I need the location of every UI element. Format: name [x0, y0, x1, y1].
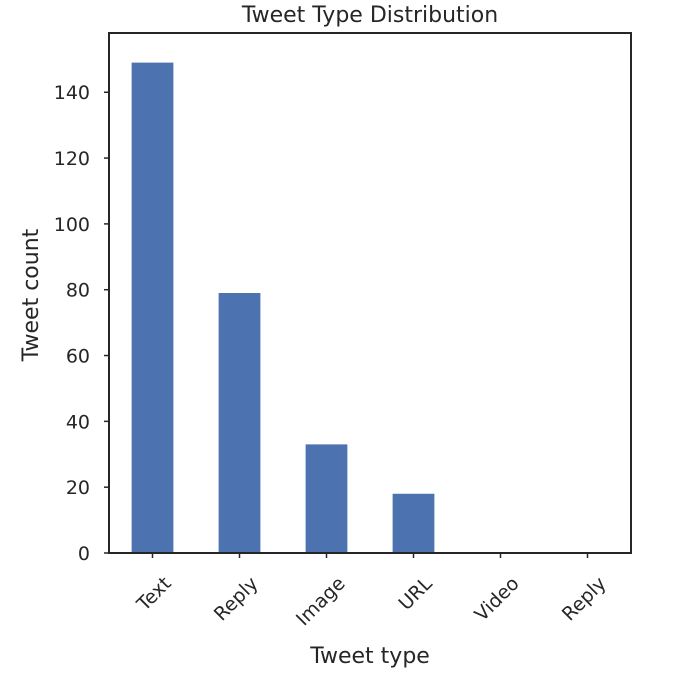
bar-2	[305, 444, 348, 553]
x-tick-label: URL	[394, 572, 437, 615]
y-tick-label: 60	[66, 346, 90, 368]
chart-title: Tweet Type Distribution	[241, 3, 498, 28]
bar-0	[131, 62, 174, 554]
y-tick-label: 40	[66, 411, 90, 433]
x-tick-label: Video	[470, 573, 523, 626]
y-tick-label: 20	[66, 477, 90, 499]
x-tick-label: Text	[132, 573, 175, 616]
plot-frame	[108, 32, 632, 554]
y-axis-label: Tweet count	[19, 228, 44, 362]
x-axis-ticks: Text Reply Image URL Video Reply	[132, 553, 611, 631]
y-axis-ticks: 0 20 40 60 80 100 120 140	[54, 82, 109, 565]
y-tick-label: 140	[54, 82, 90, 104]
x-tick-label: Reply	[558, 573, 611, 626]
y-tick-label: 80	[66, 280, 90, 302]
bars-group	[131, 62, 435, 554]
bar-1	[218, 293, 261, 553]
x-tick-label: Image	[292, 573, 350, 631]
y-tick-label: 0	[78, 543, 90, 565]
y-tick-label: 120	[54, 148, 90, 170]
x-axis-label: Tweet type	[309, 644, 430, 669]
bar-3	[392, 493, 435, 553]
y-tick-label: 100	[54, 214, 90, 236]
x-tick-label: Reply	[210, 573, 263, 626]
